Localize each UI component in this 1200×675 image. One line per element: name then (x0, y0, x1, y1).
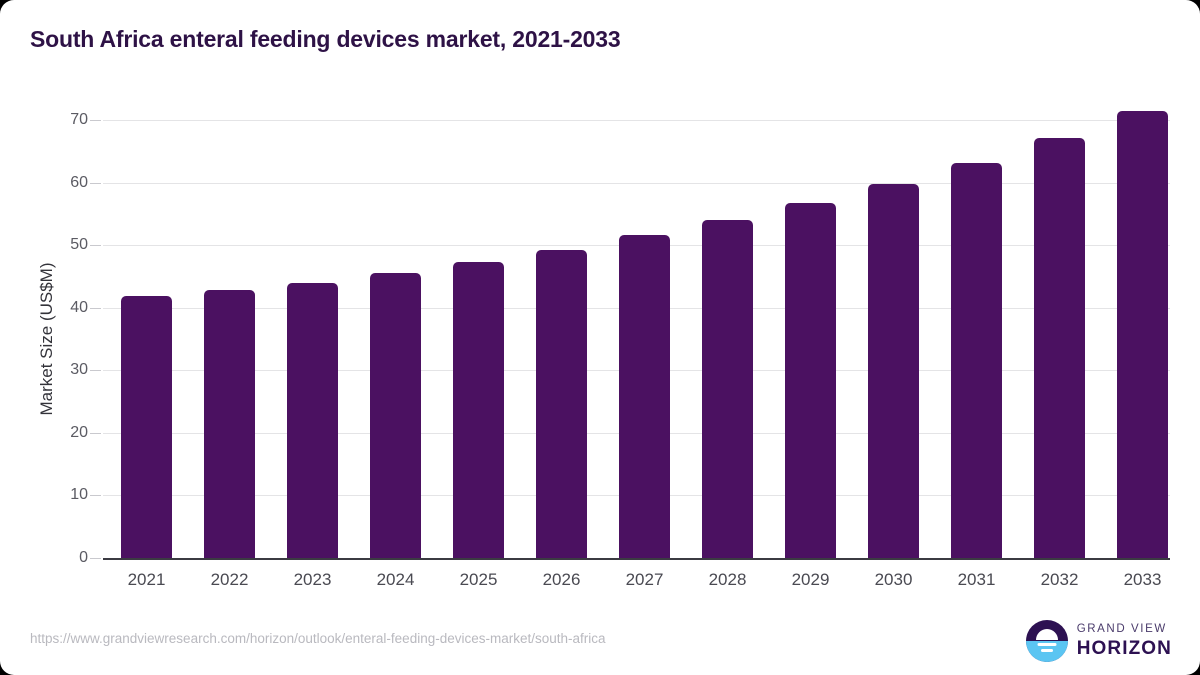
x-tick-label: 2032 (1040, 570, 1079, 589)
bar-2026[interactable] (536, 249, 587, 558)
bar-2022[interactable] (204, 289, 255, 558)
y-axis-label: Market Size (US$M) (37, 262, 56, 416)
x-tick-label: 2023 (293, 570, 332, 589)
plot-area: Market Size (US$M) 0 10 20 30 40 50 60 70 (37, 111, 1170, 566)
x-tick-label: 2024 (376, 570, 415, 589)
bar-2032[interactable] (1034, 138, 1085, 558)
page-title: South Africa enteral feeding devices mar… (30, 26, 621, 52)
x-tick-label: 2031 (957, 570, 996, 589)
logo-top-text: GRAND VIEW (1076, 623, 1167, 636)
x-tick-label: 2029 (791, 570, 830, 589)
y-tick-label: 60 (70, 173, 88, 191)
x-tick-label: 2030 (874, 570, 913, 589)
y-tick-mark (90, 120, 101, 121)
bar-2030[interactable] (868, 184, 919, 558)
logo-text: GRAND VIEW HORIZON (1077, 624, 1172, 658)
x-tick-label: 2027 (625, 570, 664, 589)
logo-sun (1035, 629, 1058, 640)
y-tick-mark (90, 432, 101, 434)
y-tick-mark (90, 307, 101, 309)
bar-2025[interactable] (453, 262, 504, 558)
y-tick-label: 20 (70, 423, 88, 441)
y-tick-label: 40 (70, 298, 88, 316)
x-tick-label: 2028 (708, 570, 747, 589)
gridline (103, 120, 1170, 121)
gridline (103, 182, 1170, 184)
y-tick-mark (90, 182, 101, 184)
x-axis-line (103, 558, 1170, 560)
y-tick-label: 70 (70, 111, 88, 128)
x-tick-label: 2026 (542, 570, 581, 589)
y-tick-mark (90, 370, 101, 372)
y-tick-mark (90, 495, 101, 497)
x-tick-label: 2021 (127, 570, 166, 589)
bar-2023[interactable] (287, 282, 338, 558)
bar-2027[interactable] (619, 235, 670, 558)
x-tick-label: 2033 (1123, 570, 1162, 589)
logo-ray-upper (1037, 643, 1057, 646)
bar-2029[interactable] (785, 203, 836, 558)
y-tick-label: 30 (70, 361, 88, 379)
bar-2033[interactable] (1117, 111, 1168, 558)
y-tick-label: 50 (70, 236, 88, 254)
x-tick-label: 2025 (459, 570, 498, 589)
y-tick-mark (90, 245, 101, 247)
logo-bottom-text: HORIZON (1076, 637, 1172, 659)
grand-view-horizon-logo[interactable]: GRAND VIEW HORIZON (1025, 620, 1172, 662)
bar-2024[interactable] (370, 273, 421, 558)
source-url[interactable]: https://www.grandviewresearch.com/horizo… (30, 631, 606, 646)
bar-2028[interactable] (702, 220, 753, 558)
bar-2021[interactable] (121, 296, 172, 558)
y-tick-label: 0 (79, 549, 88, 566)
y-tick-label: 10 (70, 486, 88, 504)
logo-ray-lower (1040, 649, 1053, 652)
bar-2031[interactable] (951, 163, 1002, 558)
y-tick-mark (90, 558, 101, 559)
horizon-sun-icon (1025, 620, 1068, 662)
x-tick-label: 2022 (210, 570, 249, 589)
